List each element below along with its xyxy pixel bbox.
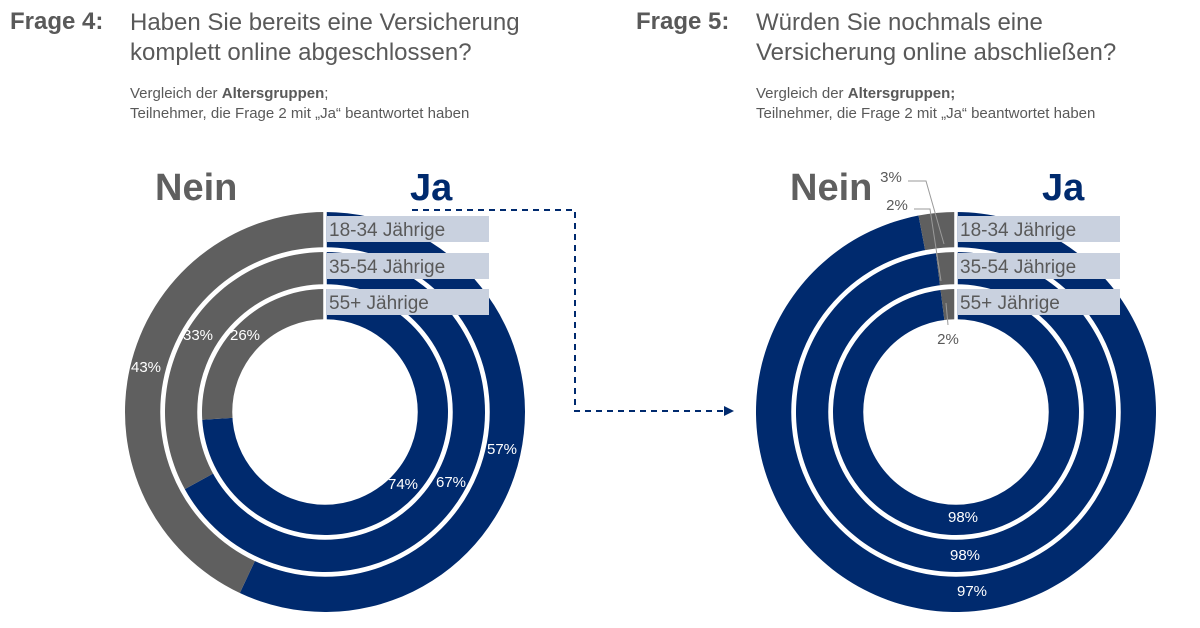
nein-slice (940, 289, 956, 322)
leader-line (945, 302, 949, 326)
legend-nein: Nein (155, 167, 237, 209)
question-5-title-line1: Würden Sie nochmals eine (756, 9, 1043, 36)
category-label: 55+ Jährige (329, 293, 429, 314)
ja-value-label: 97% (957, 583, 987, 600)
nein-slice (201, 289, 325, 420)
leader-line (908, 180, 945, 245)
question-5-title-line2: Versicherung online abschließen? (756, 39, 1117, 66)
category-label: 55+ Jährige (960, 293, 1060, 314)
nein-slice (164, 252, 325, 490)
nein-value-label: 2% (937, 331, 959, 348)
nein-value-label: 2% (886, 197, 908, 214)
ja-value-label: 67% (436, 474, 466, 491)
legend-ja: Ja (1042, 167, 1085, 209)
nein-value-label: 3% (880, 169, 902, 186)
category-label: 18-34 Jährige (960, 220, 1076, 241)
category-label: 35-54 Jährige (960, 257, 1076, 278)
question-4-label: Frage 4: (10, 8, 104, 35)
ja-value-label: 98% (948, 509, 978, 526)
ja-value-label: 57% (487, 441, 517, 458)
nein-value-label: 26% (230, 327, 260, 344)
question-4-subtitle-line2: Teilnehmer, die Frage 2 mit „Ja“ beantwo… (130, 105, 470, 122)
donut-chart-question-5: 18-34 Jährige 35-54 Jährige 55+ Jährige 97%… (756, 167, 1156, 612)
ja-value-label: 74% (388, 476, 418, 493)
question-4-title-line1: Haben Sie bereits eine Versicherung (130, 9, 520, 36)
category-label-box (958, 216, 1120, 242)
question-4-title-line2: komplett online abgeschlossen? (130, 39, 472, 66)
question-5-subtitle-line2: Teilnehmer, die Frage 2 mit „Ja“ beantwo… (756, 105, 1096, 122)
legend-ja: Ja (410, 167, 453, 209)
question-4-subtitle-line1: Vergleich der Altersgruppen; (130, 85, 329, 102)
ja-value-label: 98% (950, 547, 980, 564)
question-5-label: Frage 5: (636, 8, 730, 35)
legend-nein: Nein (790, 167, 872, 209)
connector-dashed-arrow (412, 209, 734, 416)
category-label-box (327, 216, 489, 242)
question-5-subtitle-line1: Vergleich der Altersgruppen; (756, 85, 956, 102)
ring-separator (863, 319, 1049, 505)
nein-value-label: 33% (183, 327, 213, 344)
nein-slice (918, 212, 956, 252)
category-label-box (327, 289, 489, 315)
category-label-box (327, 253, 489, 279)
nein-value-label: 43% (131, 359, 161, 376)
category-label-box (958, 253, 1120, 279)
nein-slice (125, 212, 326, 593)
ja-slice (239, 212, 526, 613)
category-label-box (958, 289, 1120, 315)
category-label: 35-54 Jährige (329, 257, 445, 278)
donut-chart-question-4: 18-34 Jährige 35-54 Jährige 55+ Jährige 57%… (125, 167, 526, 613)
leader-line (914, 208, 942, 282)
category-label: 18-34 Jährige (329, 220, 445, 241)
ja-slice (832, 289, 1079, 536)
